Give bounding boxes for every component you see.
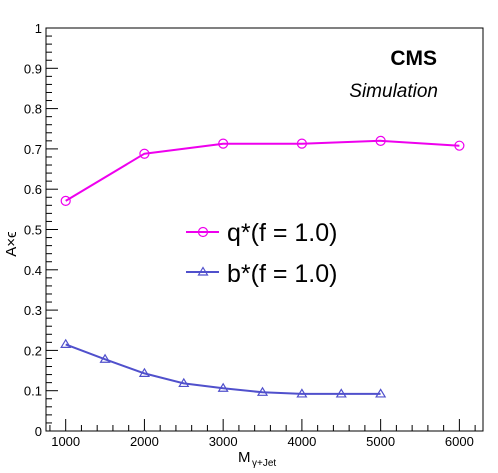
simulation-label: Simulation — [349, 81, 438, 102]
series-layer — [60, 135, 465, 398]
legend-marker-q — [197, 226, 209, 238]
series-line-1 — [65, 343, 381, 395]
x-tick-label: 2000 — [130, 434, 159, 449]
y-tick-label: 0.6 — [24, 182, 42, 197]
data-point — [375, 135, 386, 146]
data-point — [217, 382, 229, 392]
x-tick-label: 5000 — [366, 434, 395, 449]
legend-label-q: q*(f = 1.0) — [227, 219, 337, 247]
data-point — [296, 138, 308, 149]
legend-marker-b — [197, 266, 209, 276]
data-point — [375, 388, 387, 398]
data-point — [60, 195, 71, 206]
x-tick-label: 1000 — [51, 434, 80, 449]
data-point — [454, 140, 465, 151]
x-tick-label: 4000 — [287, 434, 316, 449]
data-point — [296, 388, 308, 398]
data-point — [60, 338, 72, 348]
data-point — [256, 386, 269, 396]
y-tick-label: 0.7 — [24, 142, 42, 157]
y-tick-label: 1 — [35, 21, 42, 36]
axis-ticks: 0 0.1 0.2 0.3 0.4 0.5 0.6 0.7 0.8 0.9 1 1000 2000 300… — [24, 21, 476, 449]
data-point — [218, 138, 229, 149]
legend-label-b: b*(f = 1.0) — [227, 260, 337, 288]
data-point — [99, 353, 111, 363]
y-tick-label: 0 — [35, 424, 42, 439]
y-tick-label: 0.1 — [24, 384, 42, 399]
data-point — [178, 377, 190, 388]
y-axis-title: A×ϵ — [3, 231, 20, 257]
y-tick-label: 0.8 — [24, 102, 42, 117]
y-tick-label: 0.2 — [24, 343, 42, 358]
y-tick-label: 0.5 — [24, 223, 42, 238]
data-point — [139, 148, 150, 159]
series-line-0 — [65, 139, 460, 202]
y-tick-label: 0.3 — [24, 303, 42, 318]
data-point — [138, 367, 150, 377]
data-point — [335, 388, 347, 398]
y-tick-label: 0.4 — [24, 263, 42, 278]
cms-label: CMS — [390, 47, 437, 70]
x-axis-title-subscript: γ+Jet — [252, 458, 276, 469]
x-axis-title: M — [238, 449, 251, 466]
legend: q*(f = 1.0) b*(f = 1.0) — [186, 219, 337, 288]
y-tick-label: 0.9 — [24, 61, 42, 76]
x-tick-label: 3000 — [209, 434, 238, 449]
x-tick-label: 6000 — [445, 434, 474, 449]
